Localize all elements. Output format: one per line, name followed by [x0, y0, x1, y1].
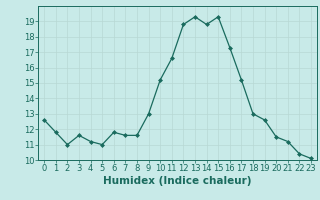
X-axis label: Humidex (Indice chaleur): Humidex (Indice chaleur)	[103, 176, 252, 186]
